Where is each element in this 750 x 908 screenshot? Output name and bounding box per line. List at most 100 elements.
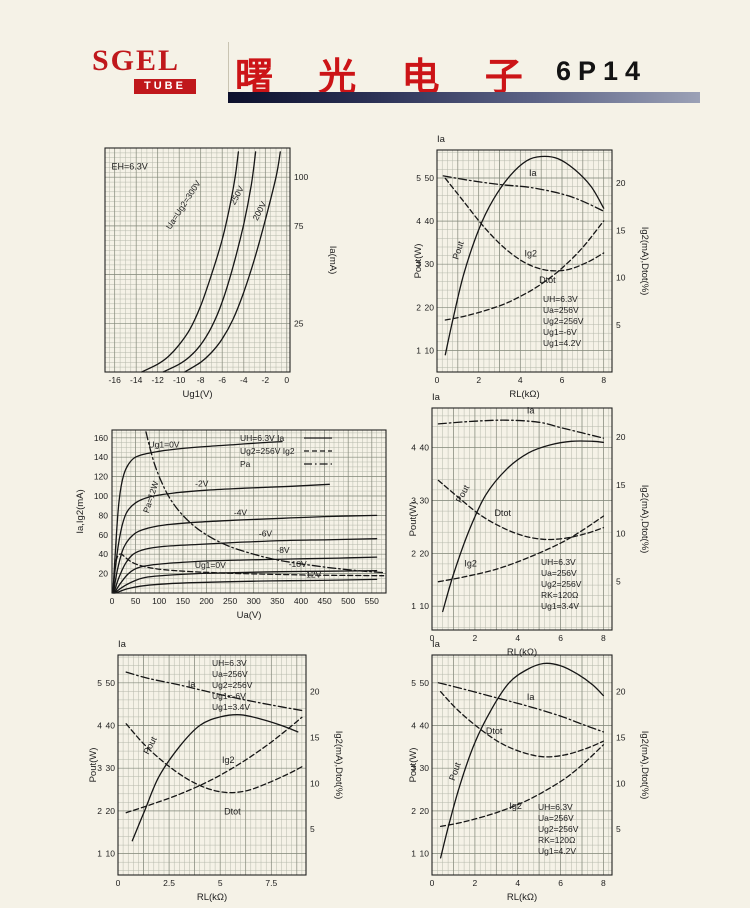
tick-label: 100 (94, 491, 108, 501)
series-Pout (442, 440, 605, 613)
plot-frame (117, 654, 307, 876)
series-Ug1=-2V (112, 483, 330, 594)
chart-loadline-cathode-bias-3v4: 0 2 4 6 8 4 40 3 30 2 20 1 10 20 15 10 5 RL(kΩ) Ia Pout(W) I… (405, 388, 660, 676)
plate-characteristics-svg: 0 50 100 150 200 250 300 350 400 450 500 5501601401… (75, 429, 387, 621)
x-axis-title: Ug1(V) (182, 389, 212, 400)
tick-label: 3 (411, 496, 416, 506)
tick-label: 10 (420, 849, 430, 859)
tick-label: 15 (310, 733, 320, 743)
tick-label: 15 (616, 733, 626, 743)
tick-label: 300 (247, 596, 261, 606)
tick-label: 400 (294, 596, 308, 606)
tube-badge: TUBE (134, 79, 196, 94)
x-tick-labels: 0 50 100 150 200 250 300 350 400 450 500 550 (110, 596, 380, 606)
right-tick-labels: 20 15 10 5 (616, 432, 626, 587)
series-Ig2 (444, 220, 605, 321)
condition-line: Ug2=256V (538, 824, 579, 834)
tick-label: 10 (310, 778, 320, 788)
tick-label: 0 (435, 375, 440, 385)
tick-label: 15 (616, 225, 626, 235)
tick-label: 20 (616, 432, 626, 442)
left-axis-title: Pout(W) (408, 748, 419, 783)
tick-label: 2 (416, 302, 421, 312)
tick-label: 30 (420, 763, 430, 773)
tick-label: 5 (310, 824, 315, 834)
tick-label: -8 (197, 375, 205, 385)
load-line-fixed-bias-4v2-svg: 0 2 4 6 8 5 50 4 40 3 30 2 20 1 10 20 15 10 5 RL(kΩ) Ia Pout(… (413, 134, 650, 400)
series-Ia (437, 419, 605, 439)
chart-loadline-cathode-bias-4v2: 0 2 4 6 8 5 50 4 40 3 30 2 20 1 10 20 15 10 5 RL(kΩ) Ia Pout(… (405, 628, 660, 908)
curve-label: Pout (141, 734, 159, 755)
legend-label: Pa (240, 459, 251, 469)
tick-label: 250 (223, 596, 237, 606)
condition-line: Ug1=4.2V (543, 338, 581, 348)
curve-label: Ig2 (464, 558, 477, 568)
x-tick-labels: 0 2 4 6 8 (430, 878, 606, 888)
curve-label: Ig2 (525, 249, 538, 259)
tick-label: 0 (430, 878, 435, 888)
tick-label: 2 (476, 375, 481, 385)
right-tick-labels: 20 15 10 5 (616, 178, 626, 330)
series-Dtot (437, 479, 605, 541)
series-Ig2-Ug1=0V (112, 553, 385, 594)
series-Ig2 (437, 515, 605, 583)
curve-label: Ig2 (509, 801, 522, 811)
left-tick-labels: 160 140 120 100 80 60 40 20 (94, 433, 108, 579)
curve-label: Pout (454, 483, 472, 504)
series-Ug1=-8V (113, 556, 378, 594)
series-Ia (442, 175, 605, 212)
tick-label: 2.5 (163, 878, 175, 888)
tick-label: -6 (218, 375, 226, 385)
chart-loadline-fixed-bias-4v2: 0 2 4 6 8 5 50 4 40 3 30 2 20 1 10 20 15 10 5 RL(kΩ) Ia Pout(… (410, 122, 660, 410)
chart-plate-characteristics: 0 50 100 150 200 250 300 350 400 450 500 550 160 140 1… (72, 405, 407, 633)
condition-line: Ug1=4.2V (538, 846, 576, 856)
tick-label: 3 (411, 763, 416, 773)
tick-label: -14 (130, 375, 143, 385)
plot-frame (431, 407, 613, 631)
tick-label: 500 (341, 596, 355, 606)
tick-label: 15 (616, 480, 626, 490)
condition-line: Ua=256V (543, 305, 579, 315)
tick-label: 4 (515, 878, 520, 888)
tick-label: 4 (411, 721, 416, 731)
tick-label: 10 (106, 849, 116, 859)
tick-label: -4 (240, 375, 248, 385)
series-200V (183, 151, 281, 373)
condition-line: Ua=256V (538, 813, 574, 823)
tick-label: 5 (416, 173, 421, 183)
tick-label: 2 (97, 806, 102, 816)
inner-axis-title: Ia (432, 639, 441, 650)
tick-label: 550 (365, 596, 379, 606)
grid (111, 430, 387, 594)
right-axis-title: Ia(mA) (327, 246, 338, 275)
grid (431, 655, 612, 875)
tick-label: 120 (94, 472, 108, 482)
left-tick-labels: 5 50 4 40 3 30 2 20 1 10 (97, 678, 115, 859)
condition-line: Ua=256V (212, 669, 248, 679)
tick-label: 8 (601, 878, 606, 888)
tick-label: 1 (411, 601, 416, 611)
curve-label: Ua=Ug2=300V (164, 178, 203, 231)
tick-label: 0 (110, 596, 115, 606)
x-axis-title: RL(kΩ) (507, 892, 537, 903)
condition-line: UH=6.3V (541, 557, 576, 567)
series-Pa=12W (145, 431, 385, 574)
tick-label: 8 (601, 375, 606, 385)
series-Ia (125, 671, 303, 712)
tick-label: 3 (97, 763, 102, 773)
x-axis-title: Ua(V) (237, 610, 262, 621)
tick-label: 40 (106, 721, 116, 731)
series-Ig2 (125, 716, 303, 814)
legend-label: Ug2=256V Ig2 (240, 446, 295, 456)
curve-label: -12V (303, 570, 321, 580)
tick-label: 20 (616, 687, 626, 697)
series-Ig2 (439, 744, 605, 828)
load-line-cathode-bias-3v4-svg: 0 2 4 6 8 4 40 3 30 2 20 1 10 20 15 10 5 RL(kΩ) Ia Pout(W) I… (408, 392, 650, 658)
tick-label: 40 (99, 549, 109, 559)
tick-label: 4 (97, 721, 102, 731)
curve-label: -2V (195, 478, 209, 488)
curve-label: Ia (188, 679, 196, 689)
sgel-logo-text: SGEL (92, 44, 181, 77)
